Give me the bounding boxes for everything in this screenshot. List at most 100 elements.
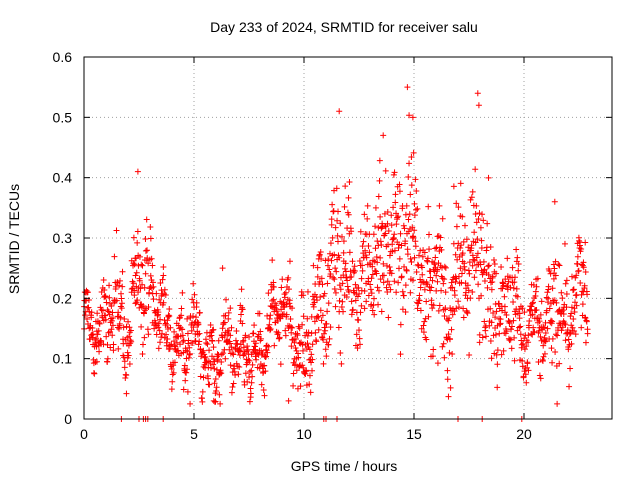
data-point: [356, 257, 363, 264]
data-point: [252, 340, 259, 347]
data-point: [369, 263, 376, 270]
data-point: [466, 352, 473, 359]
data-point: [306, 372, 313, 379]
data-point: [136, 304, 143, 311]
data-point: [554, 400, 561, 407]
data-point: [153, 290, 160, 297]
data-point: [374, 259, 381, 266]
data-point: [492, 331, 499, 338]
data-point: [175, 347, 182, 354]
data-point: [170, 369, 177, 376]
data-point: [229, 383, 236, 390]
data-point: [299, 362, 306, 369]
data-point: [582, 239, 589, 246]
data-point: [104, 355, 111, 362]
data-point: [325, 256, 332, 263]
data-point: [411, 212, 418, 219]
data-point: [278, 284, 285, 291]
data-point: [441, 263, 448, 270]
data-point: [161, 286, 168, 293]
data-point: [414, 205, 421, 212]
data-point: [199, 398, 206, 405]
data-point: [147, 235, 154, 242]
data-point: [385, 227, 392, 234]
data-point: [490, 310, 497, 317]
data-point: [110, 341, 117, 348]
data-point: [140, 303, 147, 310]
data-point: [372, 204, 379, 211]
data-point: [425, 313, 432, 320]
data-point: [230, 380, 237, 387]
data-point: [98, 306, 105, 313]
data-point: [391, 247, 398, 254]
data-point: [205, 375, 212, 382]
data-point: [310, 262, 317, 269]
data-point: [470, 256, 477, 263]
data-point: [430, 346, 437, 353]
data-point: [123, 372, 130, 379]
data-point: [108, 303, 115, 310]
data-point: [582, 268, 589, 275]
data-point: [466, 259, 473, 266]
data-point: [126, 361, 133, 368]
data-point: [402, 309, 409, 316]
data-point: [248, 379, 255, 386]
data-point: [427, 274, 434, 281]
data-point: [497, 316, 504, 323]
data-point: [355, 284, 362, 291]
data-point: [386, 264, 393, 271]
data-point: [206, 381, 213, 388]
data-point: [441, 313, 448, 320]
data-point: [244, 378, 251, 385]
y-tick-label: 0.1: [53, 351, 73, 367]
data-point: [556, 262, 563, 269]
data-point: [398, 273, 405, 280]
data-point: [541, 350, 548, 357]
data-point: [98, 338, 105, 345]
data-point: [195, 320, 202, 327]
data-point: [542, 330, 549, 337]
data-point: [448, 326, 455, 333]
data-point: [113, 297, 120, 304]
data-point: [264, 349, 271, 356]
data-point: [314, 297, 321, 304]
data-point: [572, 299, 579, 306]
data-point: [442, 289, 449, 296]
data-point: [322, 346, 329, 353]
data-point: [300, 313, 307, 320]
data-point: [578, 291, 585, 298]
data-point: [377, 276, 384, 283]
data-point: [337, 286, 344, 293]
data-point: [408, 154, 415, 161]
data-point: [567, 313, 574, 320]
data-point: [526, 317, 533, 324]
data-point: [479, 211, 486, 218]
data-point: [228, 344, 235, 351]
data-point: [129, 278, 136, 285]
data-point: [402, 282, 409, 289]
data-point: [415, 297, 422, 304]
data-point: [330, 207, 337, 214]
data-point: [465, 287, 472, 294]
data-point: [341, 203, 348, 210]
data-point: [461, 266, 468, 273]
data-point: [279, 276, 286, 283]
data-point: [563, 290, 570, 297]
data-point: [358, 275, 365, 282]
data-point: [342, 183, 349, 190]
data-point: [345, 211, 352, 218]
data-point: [370, 295, 377, 302]
data-point: [429, 353, 436, 360]
data-point: [511, 279, 518, 286]
data-point: [145, 304, 152, 311]
data-point: [99, 307, 106, 314]
data-point: [432, 245, 439, 252]
data-point: [232, 337, 239, 344]
data-point: [321, 324, 328, 331]
data-point: [465, 267, 472, 274]
data-point: [268, 303, 275, 310]
data-point: [390, 204, 397, 211]
data-point: [214, 356, 221, 363]
data-point: [346, 249, 353, 256]
data-point: [318, 275, 325, 282]
